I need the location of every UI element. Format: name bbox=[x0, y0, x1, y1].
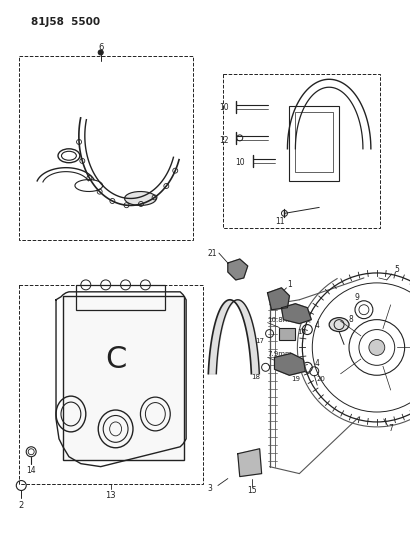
Text: 18: 18 bbox=[251, 374, 260, 380]
Text: 12: 12 bbox=[219, 136, 229, 146]
Text: 4: 4 bbox=[315, 321, 320, 330]
Text: 11: 11 bbox=[275, 217, 284, 226]
Bar bbox=[76, 285, 165, 310]
Text: 20: 20 bbox=[317, 376, 326, 382]
Text: 21: 21 bbox=[208, 248, 217, 257]
Polygon shape bbox=[275, 353, 305, 375]
Text: 2: 2 bbox=[18, 501, 24, 510]
Bar bbox=[19, 285, 203, 483]
Ellipse shape bbox=[329, 318, 349, 332]
Polygon shape bbox=[228, 259, 248, 280]
Text: 6: 6 bbox=[98, 43, 104, 52]
Circle shape bbox=[369, 340, 385, 356]
Text: 4: 4 bbox=[315, 359, 320, 368]
Text: 15: 15 bbox=[247, 486, 256, 495]
Circle shape bbox=[98, 50, 103, 55]
Text: 16: 16 bbox=[297, 328, 306, 335]
Text: 13: 13 bbox=[105, 491, 116, 500]
Text: C: C bbox=[105, 345, 126, 374]
Text: 9: 9 bbox=[355, 293, 359, 302]
Bar bbox=[296, 112, 333, 172]
Text: 8: 8 bbox=[349, 315, 353, 324]
Text: 3: 3 bbox=[208, 484, 212, 493]
Text: 81J58  5500: 81J58 5500 bbox=[31, 17, 100, 27]
Polygon shape bbox=[268, 288, 289, 310]
Text: 19: 19 bbox=[291, 376, 300, 382]
Text: 10: 10 bbox=[219, 102, 229, 111]
Bar bbox=[289, 106, 339, 181]
Text: 10.8mm: 10.8mm bbox=[268, 317, 297, 322]
Bar bbox=[63, 296, 184, 459]
Text: 7: 7 bbox=[388, 424, 393, 433]
Text: 14: 14 bbox=[26, 466, 36, 475]
Text: 7.9mm: 7.9mm bbox=[268, 351, 292, 358]
Bar bbox=[19, 56, 193, 240]
Text: 5: 5 bbox=[394, 265, 399, 274]
Text: 1: 1 bbox=[287, 280, 292, 289]
Polygon shape bbox=[282, 304, 311, 324]
Text: 17: 17 bbox=[255, 338, 264, 344]
Bar bbox=[223, 74, 380, 228]
Polygon shape bbox=[125, 191, 156, 205]
Text: 10: 10 bbox=[235, 158, 245, 167]
Polygon shape bbox=[238, 449, 262, 477]
Bar bbox=[279, 328, 296, 340]
